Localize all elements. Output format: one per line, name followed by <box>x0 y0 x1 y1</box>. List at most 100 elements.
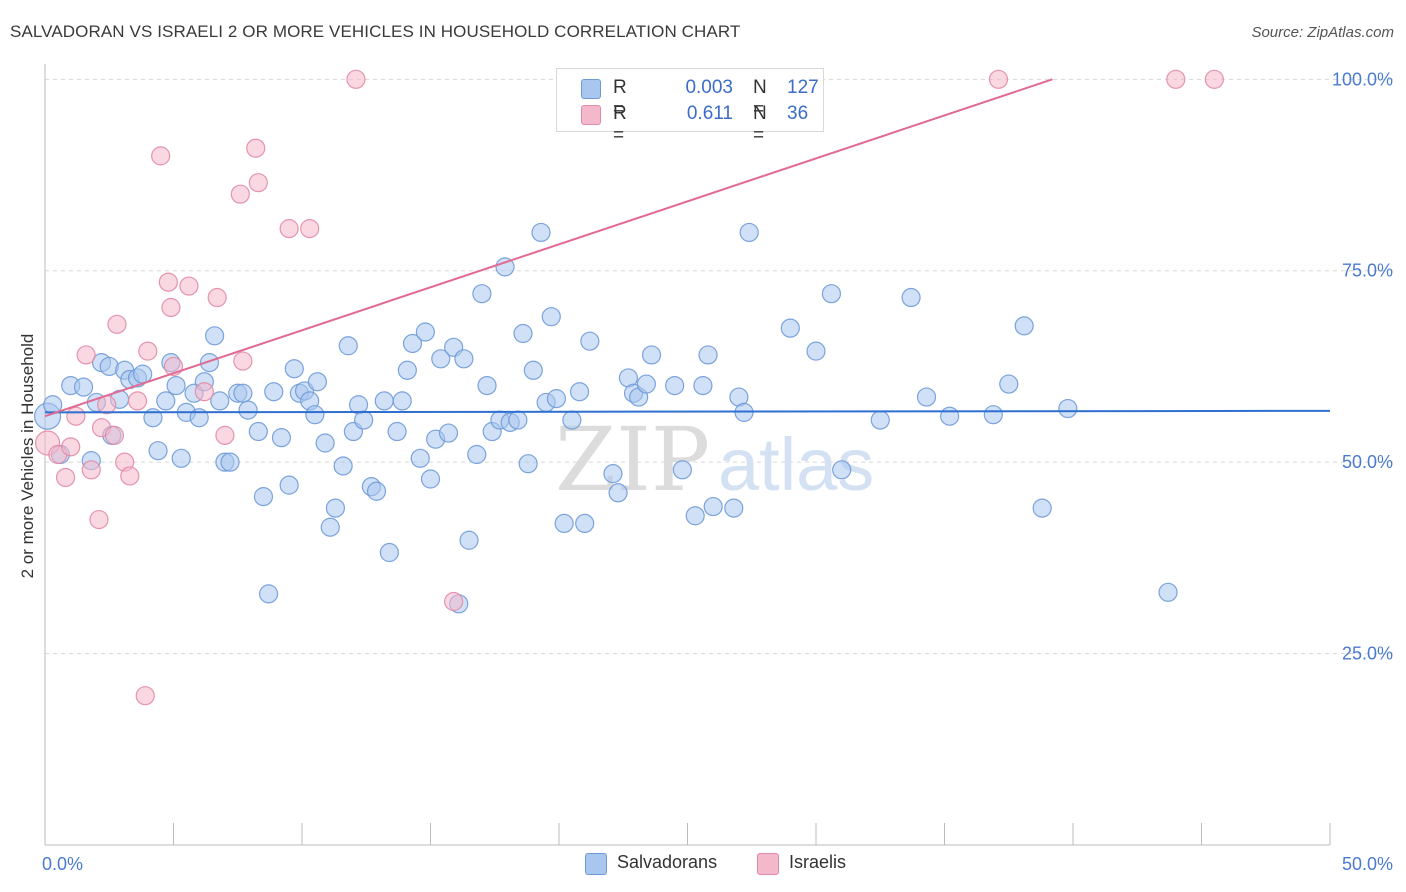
salvadoran-point <box>916 387 937 407</box>
salvadoran-point <box>253 487 274 507</box>
israeli-point <box>151 146 171 166</box>
salvadoran-point <box>248 421 268 442</box>
salvadoran-point <box>603 464 623 484</box>
israeli-point <box>179 276 199 296</box>
salvadoran-point <box>315 433 335 453</box>
israeli-point <box>76 345 96 365</box>
salvadoran-point <box>171 448 191 468</box>
source-credit: Source: ZipAtlas.com <box>1251 24 1394 41</box>
salvadoran-point <box>467 444 487 465</box>
salvadoran-point <box>199 353 220 373</box>
salvadoran-point <box>279 475 299 495</box>
salvadoran-point <box>415 322 435 342</box>
salvadoran-point <box>438 423 459 443</box>
salvadoran-point <box>703 496 723 517</box>
israeli-point <box>138 341 158 361</box>
bottom-legend-label-salvadorans: Salvadorans <box>617 852 718 872</box>
data-points <box>33 69 1224 706</box>
salvadoran-point <box>999 374 1019 394</box>
stats-legend: R = 0.003 N = 127 R = 0.611 N = 36 <box>556 68 824 146</box>
israeli-point <box>104 425 124 445</box>
israeli-point <box>194 382 214 402</box>
watermark: ZIP atlas <box>555 408 874 511</box>
salvadoran-point <box>454 349 474 369</box>
salvadoran-point <box>665 375 685 396</box>
salvadoran-point <box>1032 498 1052 518</box>
salvadoran-point <box>271 428 292 448</box>
legend-r-value: 0.611 <box>686 103 733 124</box>
israeli-point <box>81 460 101 480</box>
israeli-point <box>988 69 1009 89</box>
salvadoran-point <box>258 584 279 604</box>
legend-swatch-israelis <box>581 105 601 125</box>
salvadoran-point <box>387 421 407 442</box>
salvadoran-point <box>220 452 240 472</box>
salvadoran-point <box>338 336 358 356</box>
x-tick-labels: 0.0% 50.0% <box>42 854 1393 874</box>
salvadoran-point <box>148 441 168 461</box>
salvadoran-point <box>333 456 353 476</box>
legend-r-label: R = <box>613 103 627 146</box>
salvadoran-point <box>325 498 346 518</box>
x-tick-label: 0.0% <box>42 854 83 874</box>
israeli-point <box>120 466 140 486</box>
salvadoran-point <box>724 498 744 518</box>
salvadoran-point <box>518 454 538 474</box>
salvadoran-point <box>472 284 492 304</box>
salvadoran-point <box>477 375 497 396</box>
salvadoran-point <box>641 345 662 365</box>
legend-r-value: 0.003 <box>685 77 733 98</box>
salvadoran-point <box>569 382 590 402</box>
salvadoran-point <box>233 383 253 403</box>
israeli-point <box>127 391 148 411</box>
legend-n-label: N = <box>753 77 767 120</box>
bottom-legend-swatch-israelis <box>757 853 779 875</box>
salvadoran-point <box>1014 316 1034 336</box>
salvadoran-trend-line <box>44 409 1331 414</box>
salvadoran-point <box>739 222 759 243</box>
salvadoran-point <box>832 460 852 480</box>
salvadoran-point <box>940 406 960 426</box>
salvadoran-point <box>431 349 451 369</box>
watermark-zip: ZIP <box>555 408 710 511</box>
salvadoran-point <box>305 405 325 425</box>
bottom-legend-swatch-salvadorans <box>585 853 607 875</box>
chart-title: SALVADORAN VS ISRAELI 2 OR MORE VEHICLES… <box>10 22 741 41</box>
israeli-point <box>300 219 320 239</box>
salvadoran-point <box>410 448 430 468</box>
salvadoran-point <box>210 391 230 411</box>
y-tick-labels: 25.0% 50.0% 75.0% 100.0% <box>1332 69 1393 663</box>
salvadoran-point <box>531 222 551 243</box>
israeli-point <box>66 406 86 426</box>
israeli-point <box>230 184 250 204</box>
israeli-point <box>444 591 464 612</box>
legend-n-value: 127 <box>787 77 819 98</box>
salvadoran-point <box>821 284 842 304</box>
salvadoran-point <box>546 389 567 409</box>
israeli-point <box>233 351 253 371</box>
salvadoran-point <box>166 375 186 396</box>
legend-swatch-salvadorans <box>581 79 601 99</box>
israeli-point <box>215 425 235 445</box>
salvadoran-point <box>1158 582 1178 602</box>
salvadoran-point <box>541 307 561 327</box>
salvadoran-point <box>402 333 423 354</box>
israeli-point <box>1166 69 1186 89</box>
salvadoran-point <box>1058 398 1078 419</box>
salvadoran-point <box>983 405 1003 425</box>
salvadoran-point <box>870 410 890 430</box>
x-tick-label: 50.0% <box>1342 854 1393 874</box>
salvadoran-point <box>397 360 417 380</box>
israeli-point <box>158 272 178 292</box>
salvadoran-point <box>307 372 328 392</box>
salvadoran-point <box>238 400 258 420</box>
salvadoran-point <box>392 391 412 411</box>
israeli-point <box>207 287 227 308</box>
salvadoran-point <box>508 410 528 430</box>
y-axis-label: 2 or more Vehicles in Household <box>18 334 37 579</box>
israeli-trend-line <box>44 78 1053 418</box>
salvadoran-point <box>264 382 284 402</box>
israeli-point <box>248 173 268 193</box>
legend-n-label: N = <box>753 103 767 146</box>
salvadoran-point <box>354 410 374 430</box>
